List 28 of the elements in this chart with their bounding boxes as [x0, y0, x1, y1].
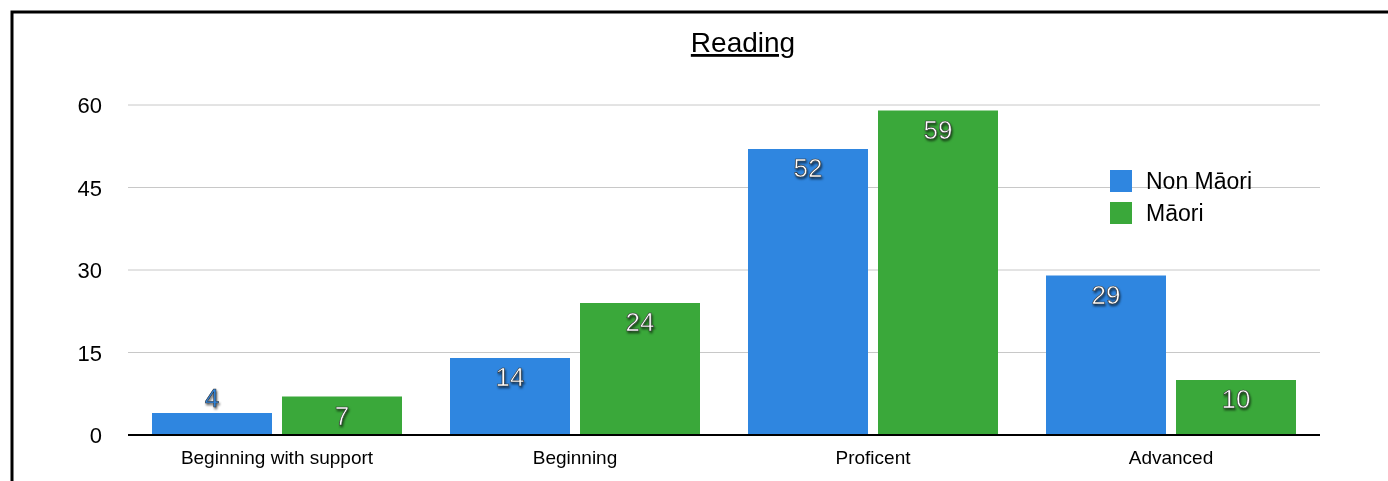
bar [152, 413, 272, 435]
data-label: 14 [495, 362, 525, 392]
y-tick-label: 30 [77, 258, 102, 283]
data-label: 29 [1091, 279, 1121, 310]
y-tick-label: 60 [77, 93, 102, 118]
x-tick-label: Advanced [1128, 447, 1214, 468]
x-tick-label: Proficent [835, 447, 912, 468]
data-label: 4 [204, 383, 220, 413]
y-tick-label: 0 [89, 423, 102, 448]
legend-label: Māori [1146, 200, 1204, 226]
bar [878, 110, 998, 435]
y-tick-label: 15 [77, 340, 102, 366]
legend-label: Non Māori [1146, 168, 1253, 194]
bar [580, 303, 700, 435]
bar [282, 396, 402, 435]
y-tick-label: 45 [77, 175, 102, 201]
bar [1046, 275, 1166, 435]
data-label: 59 [923, 114, 953, 145]
x-tick-label: Beginning with support [180, 447, 374, 468]
bar [1176, 380, 1296, 435]
x-tick-label: Beginning [532, 447, 618, 468]
data-label: 52 [793, 153, 823, 183]
data-label: 7 [334, 400, 350, 431]
data-label: 24 [625, 307, 655, 337]
bar [450, 358, 570, 435]
bar [748, 149, 868, 435]
data-label: 10 [1221, 384, 1251, 414]
chart-title: Reading [690, 27, 796, 58]
